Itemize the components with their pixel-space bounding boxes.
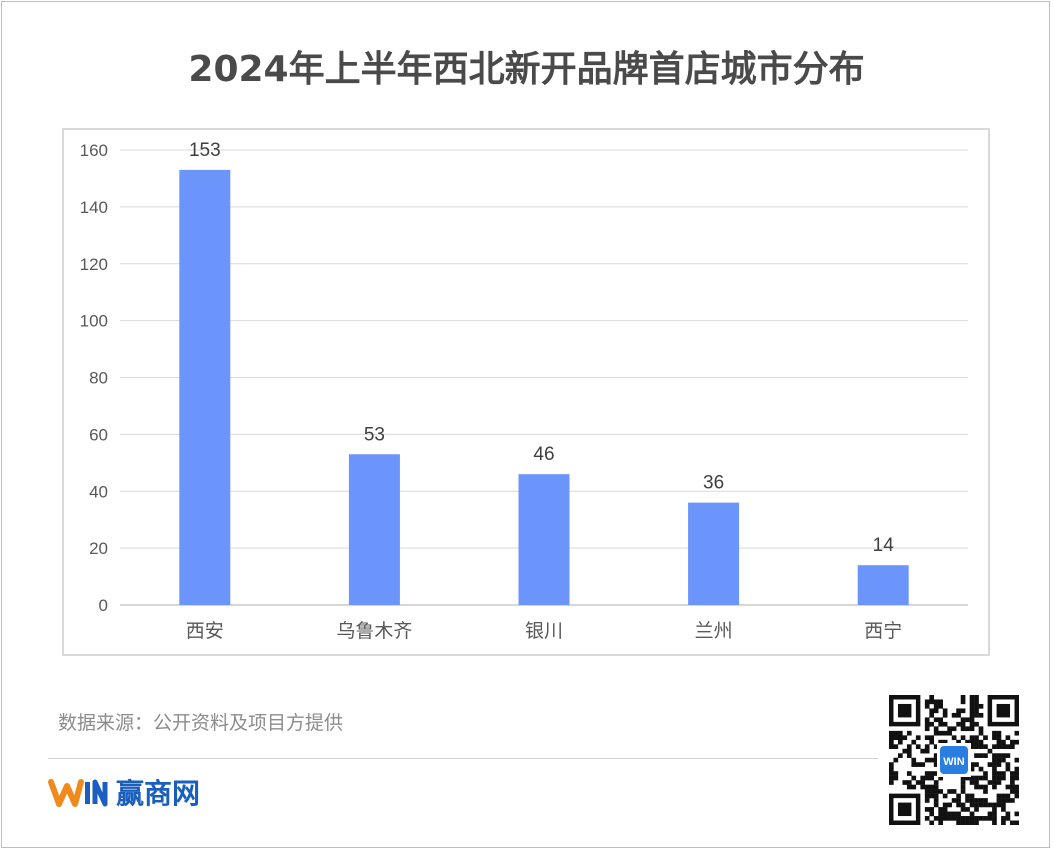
y-tick-label: 60 xyxy=(89,425,108,444)
x-tick-label: 西宁 xyxy=(864,620,902,642)
bar-0 xyxy=(179,169,231,605)
bars xyxy=(179,169,909,605)
bar-2 xyxy=(518,474,570,605)
brand-name: 赢商网 xyxy=(116,777,201,810)
bar-4 xyxy=(857,565,909,605)
qr-code-icon: WIN xyxy=(889,695,1019,825)
x-axis-ticks: 西安 乌鲁木齐 银川 兰州 西宁 xyxy=(186,620,902,642)
x-tick-label: 乌鲁木齐 xyxy=(336,620,412,642)
y-tick-label: 20 xyxy=(89,539,108,558)
x-tick-label: 银川 xyxy=(525,620,563,642)
data-source-note: 数据来源：公开资料及项目方提供 xyxy=(58,712,344,734)
data-label: 153 xyxy=(189,140,221,161)
y-axis-ticks: 0 20 40 60 80 100 120 140 160 xyxy=(80,141,108,615)
bar-1 xyxy=(348,454,400,605)
y-tick-label: 40 xyxy=(89,482,108,501)
data-label: 53 xyxy=(364,424,385,445)
y-tick-label: 100 xyxy=(80,312,108,331)
data-label: 14 xyxy=(873,535,895,556)
footer-divider xyxy=(48,758,878,759)
data-label: 46 xyxy=(533,444,554,465)
data-labels: 153 53 46 36 14 xyxy=(189,140,894,556)
x-tick-label: 西安 xyxy=(186,620,224,642)
y-tick-label: 0 xyxy=(99,596,108,615)
qr-center-logo xyxy=(940,746,968,774)
brand-logo-icon xyxy=(48,779,108,807)
y-tick-label: 80 xyxy=(89,369,108,388)
y-tick-label: 120 xyxy=(80,255,108,274)
bar-3 xyxy=(688,502,740,605)
brand-block: 赢商网 xyxy=(48,772,200,812)
x-tick-label: 兰州 xyxy=(695,620,733,642)
chart-title: 2024年上半年西北新开品牌首店城市分布 xyxy=(188,49,865,90)
qr-center-text: WIN xyxy=(943,756,964,768)
y-tick-label: 140 xyxy=(80,198,108,217)
y-tick-label: 160 xyxy=(80,141,108,160)
data-label: 36 xyxy=(703,473,724,494)
